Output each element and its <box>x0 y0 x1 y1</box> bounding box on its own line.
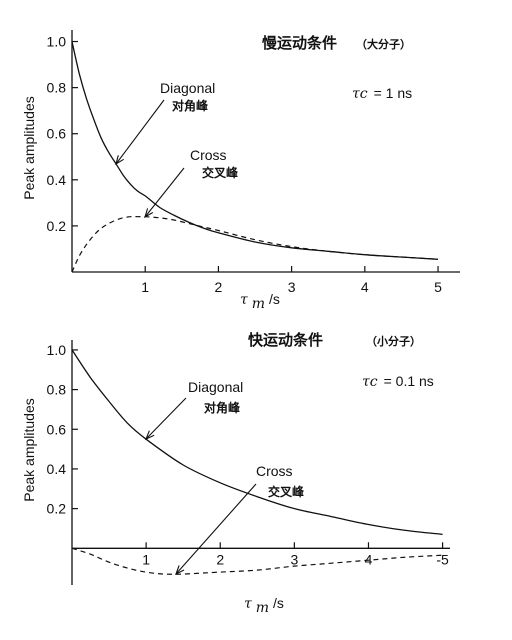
condition-symbol: τc <box>352 86 368 102</box>
x-tick-label: 3 <box>290 551 298 567</box>
axes <box>71 30 460 273</box>
y-tick-label: 0.8 <box>47 382 67 398</box>
annotation-cross-zh: 交叉峰 <box>202 165 239 180</box>
x-axis-label: τ m /s <box>244 595 284 616</box>
x-tick-label: 4 <box>365 551 373 567</box>
y-ticks: 0.2 0.4 0.6 0.8 1.0 <box>47 34 78 234</box>
x-axis-label: τ m /s <box>240 291 280 312</box>
condition-value: = 1 ns <box>374 85 413 101</box>
series-line-diagonal <box>71 41 439 260</box>
x-tick-label: 5 <box>434 279 442 295</box>
y-tick-label: 1.0 <box>47 342 67 358</box>
x-axis-label-main: τ <box>244 596 252 612</box>
x-ticks: 1 2 3 4 -5 <box>142 542 449 567</box>
chart-title: 慢运动条件 <box>262 34 337 52</box>
annotation-cross-zh: 交叉峰 <box>268 484 305 499</box>
y-tick-label: 0.4 <box>47 172 67 188</box>
x-tick-label: 4 <box>361 279 369 295</box>
chart-title: 快运动条件 <box>248 331 323 349</box>
series-line-cross <box>71 216 439 273</box>
annotation-arrow-diagonal-head <box>115 155 124 166</box>
x-axis-label-sub: m <box>256 600 269 616</box>
series-line-diagonal <box>71 349 443 536</box>
series-group <box>71 349 443 575</box>
condition-label: τc = 1 ns <box>352 85 412 102</box>
y-ticks: 0.2 0.4 0.6 0.8 1.0 <box>47 342 78 517</box>
y-tick-label: 0.4 <box>47 461 67 477</box>
series-group <box>71 41 439 273</box>
x-axis-label-unit: /s <box>273 595 284 611</box>
y-tick-label: 0.6 <box>47 421 67 437</box>
annotation-arrow-diagonal <box>145 397 187 440</box>
condition-symbol: τc <box>362 374 378 390</box>
x-axis-label-unit: /s <box>269 291 280 307</box>
series-line-cross <box>71 547 443 575</box>
annotation-arrow-diagonal <box>115 99 165 165</box>
chart-subtitle: （大分子） <box>356 37 411 51</box>
x-tick-label: 2 <box>216 551 224 567</box>
condition-label: τc = 0.1 ns <box>362 373 434 390</box>
x-ticks: 1 2 3 4 5 <box>141 266 442 295</box>
annotation-arrows <box>144 397 257 576</box>
x-tick-label: 3 <box>288 279 296 295</box>
annotation-arrow-cross <box>144 167 185 218</box>
annotation-diagonal-zh: 对角峰 <box>172 98 209 113</box>
annotation-arrow-cross <box>175 483 257 575</box>
axes <box>71 340 450 585</box>
annotation-diagonal-zh: 对角峰 <box>204 400 241 415</box>
condition-value: = 0.1 ns <box>384 373 434 389</box>
x-axis-label-sub: m <box>252 296 265 312</box>
annotation-diagonal: Diagonal <box>160 80 215 96</box>
chart-fast-motion: 0.2 0.4 0.6 0.8 1.0 1 2 3 4 -5 Peak amplitudes τ… <box>21 331 450 616</box>
y-axis-label: Peak amplitudes <box>21 96 37 200</box>
y-axis-label: Peak amplitudes <box>21 398 37 502</box>
x-tick-label: -5 <box>436 551 449 567</box>
y-tick-label: 0.2 <box>47 218 67 234</box>
y-tick-label: 1.0 <box>47 34 67 50</box>
annotation-arrows <box>115 99 185 219</box>
annotation-arrow-cross-head <box>144 208 154 219</box>
annotation-arrow-diagonal-head <box>144 430 155 441</box>
chart-subtitle: （小分子） <box>366 334 421 348</box>
x-axis-label-main: τ <box>240 292 248 308</box>
chart-slow-motion: 0.2 0.4 0.6 0.8 1.0 1 2 3 4 5 Peak amplitudes τ … <box>21 30 460 312</box>
y-tick-label: 0.2 <box>47 501 67 517</box>
y-tick-label: 0.8 <box>47 80 67 96</box>
x-tick-label: 2 <box>215 279 223 295</box>
annotation-diagonal: Diagonal <box>188 379 243 395</box>
x-tick-label: 1 <box>141 279 149 295</box>
y-tick-label: 0.6 <box>47 126 67 142</box>
annotation-arrow-cross-head <box>175 565 185 576</box>
x-tick-label: 1 <box>142 551 150 567</box>
annotation-cross: Cross <box>256 463 293 479</box>
annotation-cross: Cross <box>190 147 227 163</box>
